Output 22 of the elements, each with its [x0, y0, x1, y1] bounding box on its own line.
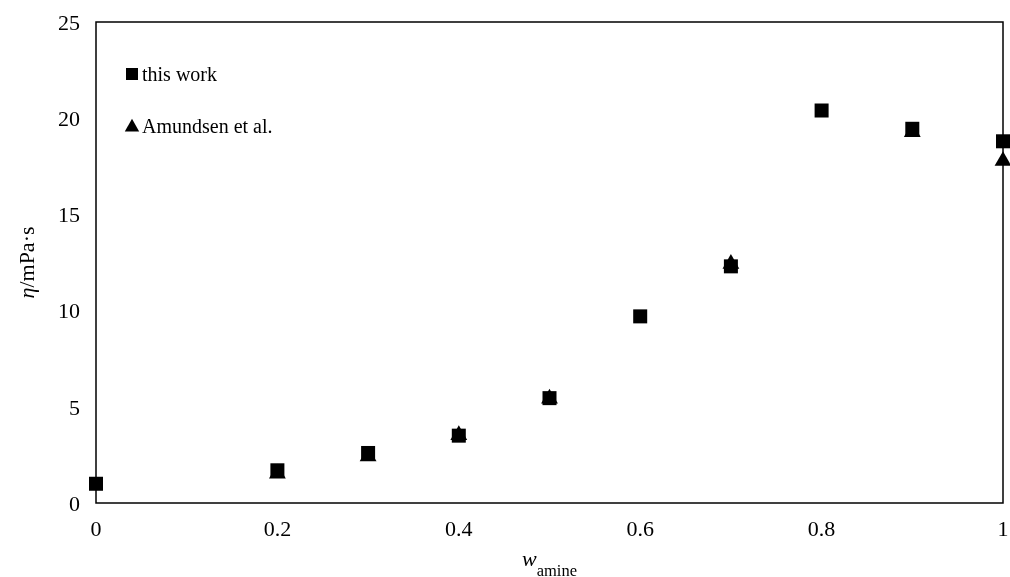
- x-tick-label: 0.2: [263, 516, 292, 541]
- x-tick-label: 0.6: [626, 516, 654, 541]
- x-tick-label: 0.8: [807, 516, 836, 541]
- point: [723, 259, 738, 274]
- point: [996, 134, 1010, 149]
- legend-label: this work: [142, 63, 217, 85]
- x-tick-label: 0.4: [445, 516, 473, 541]
- y-tick-label: 10: [58, 298, 80, 324]
- y-axis-title: η/mPa·s: [14, 226, 39, 299]
- point: [89, 476, 103, 491]
- x-tick-label: 1: [997, 516, 1009, 541]
- legend-label: Amundsen et al.: [142, 115, 273, 137]
- point: [633, 309, 648, 324]
- y-tick-label: 0: [69, 490, 80, 516]
- point: [814, 103, 829, 118]
- x-axis-title: w$_{amine}$: [521, 546, 578, 577]
- y-tick-label: 5: [69, 394, 80, 420]
- point: [994, 151, 1010, 166]
- y-tick-label: 20: [58, 105, 80, 131]
- y-tick-label: 15: [58, 202, 80, 228]
- x-tick-label: 0: [90, 516, 102, 541]
- y-tick-label: 25: [58, 9, 80, 35]
